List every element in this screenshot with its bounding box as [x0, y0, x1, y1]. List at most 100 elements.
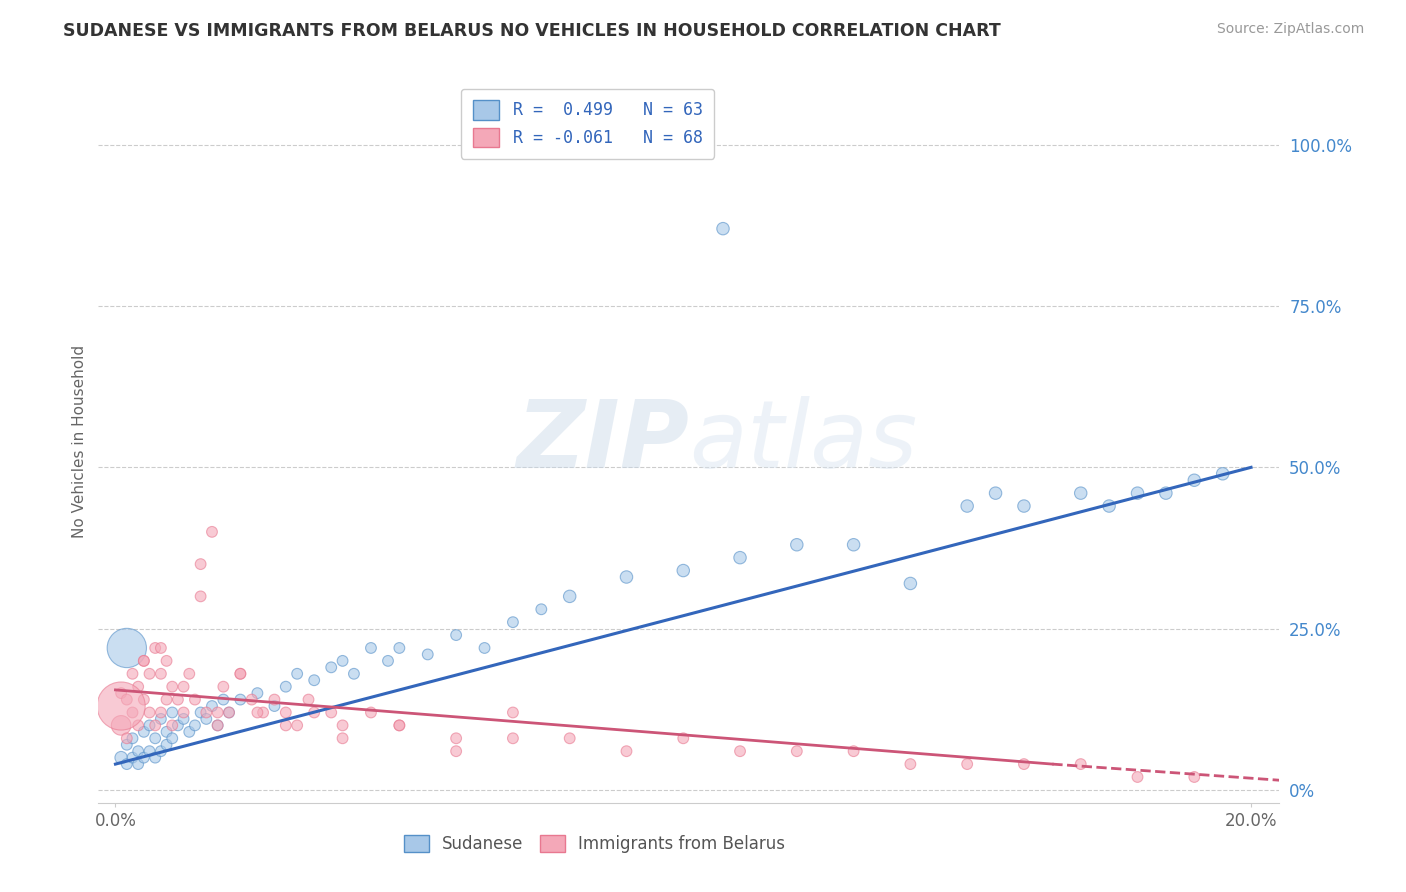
Point [162, 680, 183, 694]
Point [377, 654, 399, 668]
Point [530, 602, 553, 616]
Point [388, 718, 411, 732]
Point [121, 750, 143, 764]
Point [728, 550, 751, 565]
Point [212, 680, 235, 694]
Point [138, 718, 160, 732]
Point [252, 706, 274, 720]
Point [207, 718, 229, 732]
Point [218, 706, 240, 720]
Point [360, 640, 382, 655]
Point [444, 744, 467, 758]
Point [711, 221, 734, 235]
Point [143, 750, 166, 764]
Point [162, 706, 183, 720]
Point [115, 738, 138, 752]
Point [184, 692, 207, 706]
Point [672, 564, 695, 578]
Point [229, 692, 252, 706]
Point [201, 524, 224, 539]
Point [274, 706, 297, 720]
Point [115, 640, 138, 655]
Point [143, 731, 166, 746]
Point [229, 666, 252, 681]
Point [155, 692, 177, 706]
Point [138, 706, 160, 720]
Point [332, 654, 354, 668]
Point [388, 640, 411, 655]
Point [149, 666, 172, 681]
Point [1070, 486, 1092, 500]
Point [956, 757, 979, 772]
Point [616, 744, 638, 758]
Point [360, 706, 382, 720]
Point [115, 757, 138, 772]
Point [190, 590, 212, 604]
Point [616, 570, 638, 584]
Point [246, 706, 269, 720]
Point [110, 750, 132, 764]
Point [195, 712, 218, 726]
Point [179, 724, 201, 739]
Point [138, 744, 160, 758]
Point [1182, 770, 1205, 784]
Point [121, 666, 143, 681]
Point [110, 699, 132, 714]
Point [1012, 757, 1035, 772]
Point [672, 731, 695, 746]
Point [444, 731, 467, 746]
Point [1126, 770, 1149, 784]
Point [143, 718, 166, 732]
Point [502, 615, 524, 630]
Point [218, 706, 240, 720]
Legend: Sudanese, Immigrants from Belarus: Sudanese, Immigrants from Belarus [396, 828, 792, 860]
Point [246, 686, 269, 700]
Point [285, 718, 308, 732]
Point [127, 718, 149, 732]
Point [285, 666, 308, 681]
Point [321, 660, 343, 674]
Point [132, 724, 155, 739]
Point [110, 686, 132, 700]
Point [127, 744, 149, 758]
Point [207, 706, 229, 720]
Point [173, 712, 195, 726]
Point [984, 486, 1007, 500]
Text: ZIP: ZIP [516, 395, 689, 488]
Point [167, 718, 190, 732]
Point [302, 706, 325, 720]
Point [167, 692, 190, 706]
Point [155, 654, 177, 668]
Point [229, 666, 252, 681]
Point [132, 654, 155, 668]
Text: SUDANESE VS IMMIGRANTS FROM BELARUS NO VEHICLES IN HOUSEHOLD CORRELATION CHART: SUDANESE VS IMMIGRANTS FROM BELARUS NO V… [63, 22, 1001, 40]
Point [558, 590, 581, 604]
Point [115, 731, 138, 746]
Point [127, 757, 149, 772]
Point [179, 666, 201, 681]
Point [1126, 486, 1149, 500]
Point [1182, 473, 1205, 487]
Point [162, 731, 183, 746]
Point [502, 706, 524, 720]
Point [842, 744, 865, 758]
Point [956, 499, 979, 513]
Point [132, 654, 155, 668]
Point [263, 692, 285, 706]
Point [1098, 499, 1121, 513]
Point [207, 718, 229, 732]
Point [263, 699, 285, 714]
Point [444, 628, 467, 642]
Point [149, 744, 172, 758]
Point [115, 692, 138, 706]
Point [297, 692, 319, 706]
Point [388, 718, 411, 732]
Point [149, 706, 172, 720]
Point [190, 557, 212, 571]
Point [900, 757, 922, 772]
Y-axis label: No Vehicles in Household: No Vehicles in Household [72, 345, 87, 538]
Point [212, 692, 235, 706]
Text: Source: ZipAtlas.com: Source: ZipAtlas.com [1216, 22, 1364, 37]
Point [149, 640, 172, 655]
Point [786, 744, 808, 758]
